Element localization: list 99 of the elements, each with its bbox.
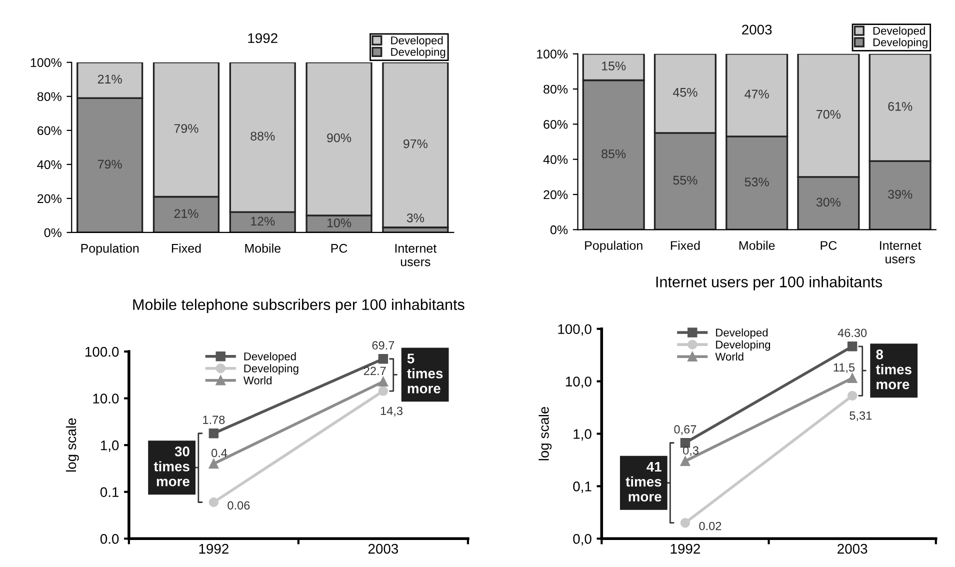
data-label: 10% — [327, 218, 352, 228]
data-label: 88% — [250, 132, 275, 141]
y-tick-label: 60% — [544, 120, 568, 129]
legend-label: Developed — [391, 36, 443, 47]
y-tick-label: 60% — [38, 126, 62, 136]
y-tick-label: 1,0 — [574, 429, 592, 441]
y-tick-label: 100.0 — [86, 346, 119, 357]
y-axis-title: log scale — [538, 406, 552, 460]
annotation: 41 times more — [626, 462, 662, 502]
annotation: 8 times more — [876, 350, 912, 390]
legend-label: World — [715, 352, 744, 361]
data-label: 79% — [98, 160, 122, 169]
chart-title: 2003 — [742, 24, 772, 35]
data-label: 69.7 — [372, 341, 394, 350]
data-label: 79% — [174, 124, 198, 133]
y-tick-label: 100,0 — [558, 324, 592, 336]
legend-label: Developed — [873, 26, 925, 37]
x-tick-label: Internet users — [395, 244, 437, 266]
x-tick-label: Mobile — [245, 244, 280, 253]
data-label: 0,67 — [674, 425, 696, 435]
point — [847, 342, 858, 352]
y-tick-label: 1,0 — [100, 440, 119, 452]
y-tick-label: 0% — [44, 228, 62, 238]
point — [378, 386, 388, 396]
data-label: 39% — [888, 190, 912, 199]
point — [378, 354, 388, 364]
point — [680, 518, 690, 528]
x-tick-label: Fixed — [172, 244, 201, 253]
y-tick-label: 100% — [30, 58, 62, 68]
data-label: 12% — [251, 216, 275, 226]
legend-label: World — [243, 376, 272, 384]
point — [680, 456, 690, 466]
chart-title: Internet users per 100 inhabitants — [656, 276, 882, 290]
point — [847, 373, 858, 383]
y-tick-label: 10,0 — [566, 376, 592, 388]
data-label: 47% — [744, 90, 769, 98]
data-label: 45% — [672, 88, 698, 97]
point — [208, 428, 219, 438]
y-tick-label: 80% — [37, 92, 62, 102]
y-tick-label: 100% — [537, 50, 568, 59]
data-label: 5,31 — [850, 411, 872, 422]
x-tick-label: 1992 — [199, 544, 228, 554]
data-label: 14,3 — [380, 406, 402, 416]
data-label: 0,3 — [683, 446, 698, 456]
data-label: 11,5 — [834, 363, 855, 373]
data-label: 0.4 — [211, 448, 228, 458]
data-label: 46.30 — [838, 328, 867, 338]
chart-title: Mobile telephone subscribers per 100 inhabitants — [133, 298, 464, 314]
x-tick-label: 1992 — [670, 544, 700, 554]
x-tick-label: PC — [820, 241, 837, 250]
y-tick-label: 0.0 — [100, 534, 119, 544]
x-tick-label: Internet users — [880, 241, 922, 264]
data-label: 21% — [98, 74, 122, 84]
x-tick-label: Fixed — [670, 240, 700, 250]
point — [378, 376, 388, 387]
legend-label: Developed — [716, 328, 768, 339]
data-label: 70% — [816, 110, 841, 119]
y-tick-label: 40% — [543, 155, 568, 164]
point — [847, 390, 858, 401]
annotation: 5 times more — [407, 354, 443, 394]
data-label: 85% — [602, 149, 626, 158]
legend-label: Developed — [244, 352, 296, 363]
x-tick-label: 2003 — [838, 544, 868, 554]
point — [208, 497, 219, 508]
data-label: 55% — [673, 176, 698, 185]
data-label: 90% — [327, 133, 352, 142]
data-label: 97% — [404, 139, 428, 148]
y-tick-label: 0.1 — [100, 487, 119, 498]
x-tick-label: Population — [585, 240, 642, 252]
x-tick-label: 2003 — [368, 544, 398, 554]
data-label: 22.7 — [364, 366, 386, 375]
annotation: 30 times more — [154, 446, 190, 486]
data-label: 21% — [174, 209, 198, 218]
data-label: 0.02 — [699, 522, 722, 530]
data-label: 0.06 — [228, 501, 250, 510]
point — [208, 458, 219, 469]
data-label: 1.78 — [203, 416, 225, 424]
data-label: 61% — [888, 102, 912, 111]
y-tick-label: 0,1 — [573, 482, 592, 494]
legend-label: Developing — [873, 38, 928, 48]
y-axis-title: log scale — [66, 418, 79, 472]
y-tick-label: 20% — [38, 194, 62, 204]
y-tick-label: 20% — [544, 190, 568, 200]
data-label: 15% — [602, 62, 626, 70]
legend-label: Developing — [716, 340, 770, 351]
y-tick-label: 40% — [37, 160, 62, 170]
y-tick-label: 10.0 — [93, 394, 119, 404]
data-label: 53% — [744, 178, 769, 186]
x-tick-label: Population — [81, 244, 139, 256]
y-tick-label: 80% — [544, 84, 568, 94]
x-tick-label: PC — [331, 244, 348, 253]
data-label: 30% — [816, 198, 841, 207]
data-label: 3% — [406, 213, 424, 222]
chart-title: 1992 — [248, 33, 278, 44]
y-tick-label: 0% — [550, 225, 568, 234]
legend-label: Developing — [391, 48, 446, 58]
legend-label: Developing — [244, 364, 298, 375]
x-tick-label: Mobile — [739, 240, 775, 250]
y-tick-label: 0,0 — [573, 534, 592, 546]
